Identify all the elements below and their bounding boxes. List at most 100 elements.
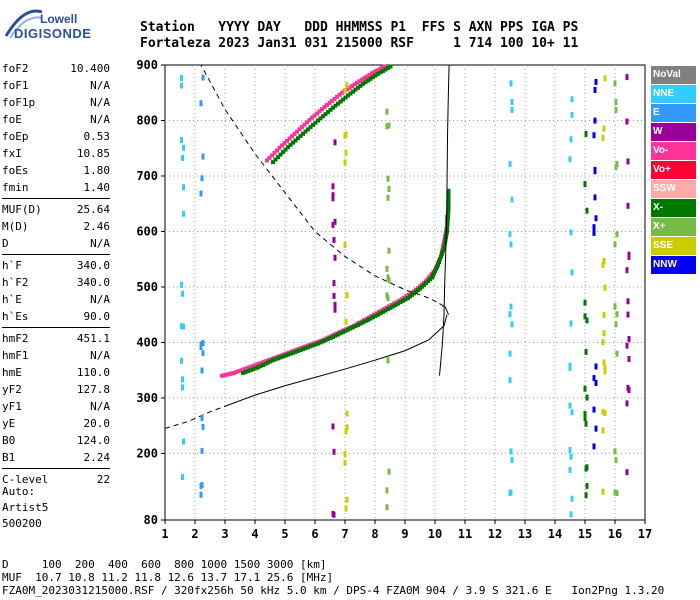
trace-point bbox=[443, 240, 447, 245]
trace-point bbox=[445, 229, 449, 234]
trace-point bbox=[378, 311, 383, 316]
trace-point bbox=[446, 199, 451, 204]
param-key: foEp bbox=[2, 130, 29, 143]
echo-point bbox=[626, 202, 630, 209]
trace-point bbox=[371, 75, 375, 80]
echo-point bbox=[626, 311, 630, 318]
echo-point bbox=[345, 424, 349, 431]
echo-point bbox=[603, 365, 607, 372]
trace-point bbox=[357, 79, 362, 84]
echo-point bbox=[592, 406, 596, 413]
echo-point bbox=[627, 253, 631, 260]
trace-point bbox=[440, 251, 444, 256]
echo-point bbox=[182, 144, 185, 151]
trace-point bbox=[276, 356, 280, 361]
trace-point bbox=[293, 138, 298, 143]
param-row: h`F2 340.0 bbox=[2, 274, 110, 291]
profile-bottomside-extrapolation bbox=[164, 405, 226, 429]
trace-point bbox=[273, 157, 278, 162]
trace-point bbox=[437, 259, 441, 264]
echo-point bbox=[626, 158, 630, 165]
trace-point bbox=[302, 122, 307, 127]
trace-point bbox=[446, 192, 451, 197]
trace-point bbox=[259, 360, 264, 365]
trace-point bbox=[281, 354, 285, 359]
trace-point bbox=[348, 326, 353, 331]
echo-point bbox=[199, 491, 203, 498]
trace-point bbox=[430, 275, 434, 280]
trace-point bbox=[288, 351, 293, 356]
trace-point bbox=[258, 364, 263, 369]
y-tick-label: 500 bbox=[136, 280, 158, 294]
electron-density-profile-upper bbox=[439, 64, 450, 376]
echo-point bbox=[510, 106, 514, 113]
echo-point bbox=[343, 459, 347, 466]
echo-point bbox=[199, 190, 203, 197]
trace-point bbox=[310, 115, 314, 120]
auto-version: 500200 bbox=[2, 517, 42, 530]
logo-line2: DIGISONDE bbox=[14, 26, 92, 41]
echo-point bbox=[585, 207, 589, 214]
trace-point bbox=[363, 319, 368, 324]
echo-point bbox=[345, 82, 349, 89]
param-separator bbox=[2, 327, 110, 328]
echo-point bbox=[568, 402, 572, 409]
trace-point bbox=[318, 340, 323, 345]
echo-point bbox=[569, 136, 573, 143]
x-tick-label: 8 bbox=[371, 527, 378, 541]
trace-point bbox=[305, 120, 309, 125]
echo-point bbox=[626, 384, 630, 391]
trace-point bbox=[239, 368, 244, 373]
trace-point bbox=[248, 368, 253, 373]
echo-point bbox=[181, 474, 184, 481]
trace-point bbox=[361, 320, 365, 325]
param-key: foF2 bbox=[2, 62, 29, 75]
trace-point bbox=[276, 155, 280, 160]
echo-point bbox=[614, 98, 618, 105]
trace-point bbox=[291, 350, 295, 355]
echo-point bbox=[333, 254, 337, 261]
echo-point bbox=[331, 195, 335, 202]
echo-point bbox=[201, 153, 205, 160]
trace-point bbox=[355, 80, 359, 85]
trace-point bbox=[267, 155, 272, 160]
echo-point bbox=[585, 394, 589, 401]
trace-point bbox=[282, 141, 287, 146]
echo-point bbox=[568, 466, 572, 473]
param-key: B0 bbox=[2, 434, 16, 447]
trace-point bbox=[303, 129, 308, 134]
echo-point bbox=[344, 318, 348, 325]
echo-point bbox=[508, 350, 512, 357]
trace-point bbox=[298, 348, 303, 353]
echo-point bbox=[603, 410, 607, 417]
echo-point bbox=[508, 311, 512, 318]
trace-point bbox=[445, 225, 450, 230]
trace-point bbox=[370, 71, 374, 76]
echo-point bbox=[592, 443, 596, 450]
echo-point bbox=[333, 218, 337, 225]
echo-point bbox=[332, 280, 336, 287]
trace-point bbox=[306, 127, 310, 132]
echo-point bbox=[509, 448, 513, 455]
param-value: N/A bbox=[90, 113, 110, 126]
param-value: 10.85 bbox=[76, 147, 110, 160]
echo-point bbox=[332, 292, 336, 299]
echo-point bbox=[344, 150, 348, 157]
legend-item-vo-: Vo+ bbox=[651, 161, 696, 179]
trace-point bbox=[362, 76, 367, 81]
echo-point bbox=[181, 290, 184, 297]
echo-point bbox=[508, 231, 512, 238]
echo-point bbox=[584, 130, 588, 137]
trace-point bbox=[396, 301, 400, 306]
param-separator bbox=[2, 198, 110, 199]
trace-point bbox=[293, 349, 298, 354]
echo-point bbox=[615, 490, 619, 497]
echo-point bbox=[331, 510, 335, 517]
legend-item-sse: SSE bbox=[651, 237, 696, 255]
echo-point bbox=[344, 428, 348, 435]
trace-point bbox=[278, 355, 283, 360]
trace-point bbox=[328, 336, 333, 340]
param-row: h`F 340.0 bbox=[2, 257, 110, 274]
trace-point bbox=[336, 101, 340, 106]
echo-point bbox=[180, 357, 183, 364]
